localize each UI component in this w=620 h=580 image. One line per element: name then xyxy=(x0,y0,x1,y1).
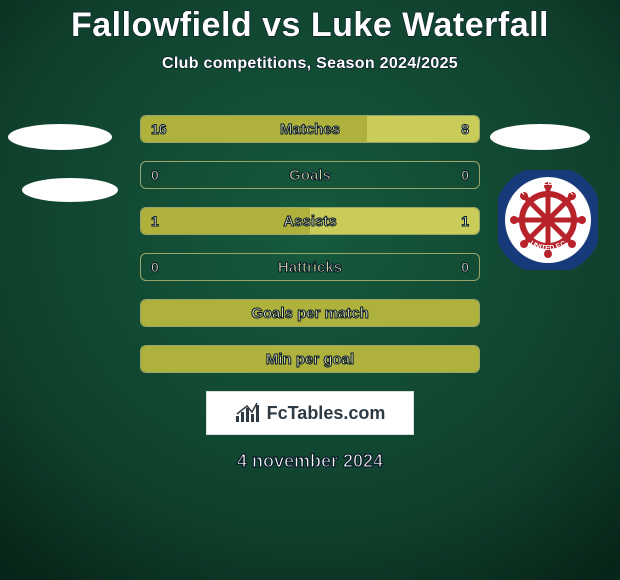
stat-label: Min per goal xyxy=(266,351,354,368)
stat-row: Min per goal xyxy=(140,345,480,373)
stat-value-left: 16 xyxy=(151,121,167,137)
stat-label: Goals per match xyxy=(251,305,369,322)
date-text: 4 november 2024 xyxy=(0,451,620,472)
brand-text: FcTables.com xyxy=(267,403,386,424)
stat-label: Assists xyxy=(283,213,336,230)
stat-value-left: 0 xyxy=(151,259,159,275)
stat-label: Matches xyxy=(280,121,340,138)
stat-value-left: 0 xyxy=(151,167,159,183)
stats-container: Matches168Goals00Assists11Hattricks00Goa… xyxy=(0,115,620,373)
stat-label: Hattricks xyxy=(278,259,342,276)
stat-value-right: 0 xyxy=(461,167,469,183)
stat-row: Goals per match xyxy=(140,299,480,327)
subtitle: Club competitions, Season 2024/2025 xyxy=(0,55,620,73)
stat-value-right: 0 xyxy=(461,259,469,275)
brand-chart-icon xyxy=(235,402,261,424)
stat-label: Goals xyxy=(289,167,331,184)
brand-badge: FcTables.com xyxy=(206,391,414,435)
stat-row: Hattricks 0 0 xyxy=(140,253,480,281)
stat-value-right: 8 xyxy=(461,121,469,137)
stat-value-left: 1 xyxy=(151,213,159,229)
stat-row: Assists 1 1 xyxy=(140,207,480,235)
stat-value-right: 1 xyxy=(461,213,469,229)
page-title: Fallowfield vs Luke Waterfall xyxy=(0,0,620,45)
stat-row: Goals 0 0 xyxy=(140,161,480,189)
stat-row: Matches 16 8 xyxy=(140,115,480,143)
